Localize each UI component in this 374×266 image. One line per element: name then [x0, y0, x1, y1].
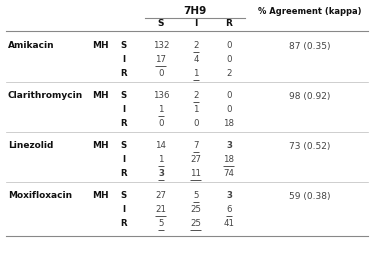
- Text: 0: 0: [193, 119, 199, 128]
- Text: Clarithromycin: Clarithromycin: [8, 92, 83, 101]
- Text: 21: 21: [156, 206, 166, 214]
- Text: 0: 0: [226, 92, 232, 101]
- Text: 0: 0: [226, 56, 232, 64]
- Text: 7H9: 7H9: [183, 6, 206, 16]
- Text: S: S: [158, 19, 164, 28]
- Text: MH: MH: [92, 142, 108, 151]
- Text: R: R: [121, 169, 127, 178]
- Text: I: I: [122, 106, 126, 114]
- Text: I: I: [122, 206, 126, 214]
- Text: 0: 0: [158, 119, 164, 128]
- Text: S: S: [121, 92, 127, 101]
- Text: 25: 25: [190, 206, 202, 214]
- Text: 73 (0.52): 73 (0.52): [289, 142, 331, 151]
- Text: 27: 27: [190, 156, 202, 164]
- Text: 5: 5: [158, 219, 164, 228]
- Text: R: R: [121, 69, 127, 78]
- Text: 17: 17: [156, 56, 166, 64]
- Text: S: S: [121, 192, 127, 201]
- Text: I: I: [122, 56, 126, 64]
- Text: 14: 14: [156, 142, 166, 151]
- Text: 18: 18: [224, 119, 234, 128]
- Text: 0: 0: [158, 69, 164, 78]
- Text: 132: 132: [153, 41, 169, 51]
- Text: % Agreement (kappa): % Agreement (kappa): [258, 6, 362, 15]
- Text: 6: 6: [226, 206, 232, 214]
- Text: 18: 18: [224, 156, 234, 164]
- Text: 1: 1: [193, 106, 199, 114]
- Text: 2: 2: [193, 92, 199, 101]
- Text: 7: 7: [193, 142, 199, 151]
- Text: Moxifloxacin: Moxifloxacin: [8, 192, 72, 201]
- Text: 1: 1: [158, 156, 164, 164]
- Text: 3: 3: [226, 192, 232, 201]
- Text: R: R: [121, 219, 127, 228]
- Text: 3: 3: [158, 169, 164, 178]
- Text: 2: 2: [193, 41, 199, 51]
- Text: I: I: [122, 156, 126, 164]
- Text: 98 (0.92): 98 (0.92): [289, 92, 331, 101]
- Text: 74: 74: [224, 169, 234, 178]
- Text: 1: 1: [158, 106, 164, 114]
- Text: 4: 4: [193, 56, 199, 64]
- Text: MH: MH: [92, 192, 108, 201]
- Text: MH: MH: [92, 92, 108, 101]
- Text: S: S: [121, 142, 127, 151]
- Text: 87 (0.35): 87 (0.35): [289, 41, 331, 51]
- Text: 27: 27: [156, 192, 166, 201]
- Text: R: R: [121, 119, 127, 128]
- Text: 2: 2: [226, 69, 232, 78]
- Text: 59 (0.38): 59 (0.38): [289, 192, 331, 201]
- Text: 0: 0: [226, 106, 232, 114]
- Text: Amikacin: Amikacin: [8, 41, 55, 51]
- Text: 11: 11: [190, 169, 202, 178]
- Text: 136: 136: [153, 92, 169, 101]
- Text: MH: MH: [92, 41, 108, 51]
- Text: R: R: [226, 19, 232, 28]
- Text: 41: 41: [224, 219, 234, 228]
- Text: 5: 5: [193, 192, 199, 201]
- Text: 3: 3: [226, 142, 232, 151]
- Text: 0: 0: [226, 41, 232, 51]
- Text: I: I: [194, 19, 198, 28]
- Text: Linezolid: Linezolid: [8, 142, 53, 151]
- Text: 1: 1: [193, 69, 199, 78]
- Text: 25: 25: [190, 219, 202, 228]
- Text: S: S: [121, 41, 127, 51]
